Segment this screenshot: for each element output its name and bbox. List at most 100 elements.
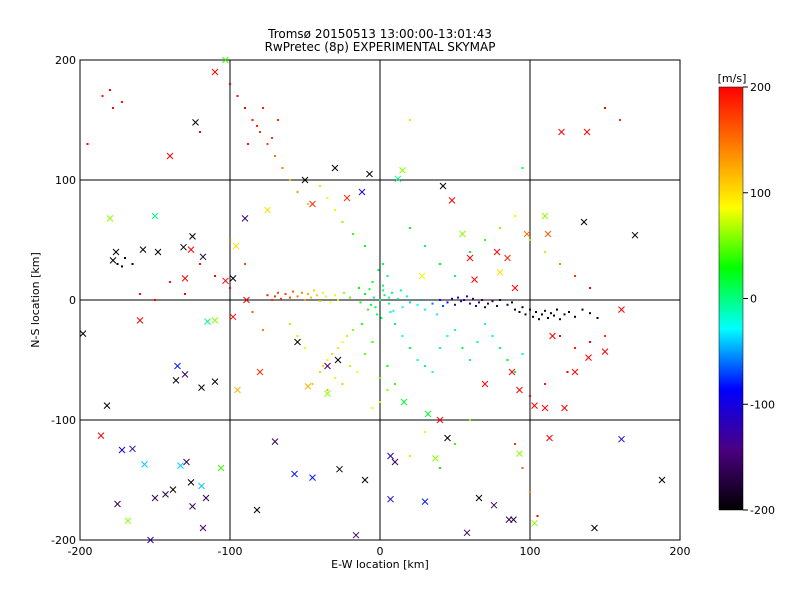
- data-point-cross: [516, 450, 523, 457]
- data-point-cross: [459, 230, 466, 238]
- data-point-cross: [343, 194, 351, 202]
- data-point-cross: [309, 200, 316, 208]
- data-point-dot: [266, 294, 269, 297]
- data-point-cross: [448, 197, 456, 204]
- x-tick-label: -100: [218, 545, 243, 558]
- data-point-dot: [244, 107, 246, 109]
- data-point-cross: [192, 119, 199, 126]
- data-point-dot: [368, 288, 371, 291]
- data-point-dot: [364, 245, 366, 247]
- data-point-cross: [180, 243, 187, 251]
- data-point-cross: [177, 462, 184, 469]
- data-point-dot: [352, 329, 354, 331]
- data-point-dot: [326, 359, 329, 361]
- colorbar-gradient: [718, 86, 744, 511]
- data-point-dot: [574, 275, 576, 277]
- data-point-dot: [169, 281, 171, 283]
- data-points: [79, 56, 666, 544]
- data-point-cross: [490, 501, 498, 509]
- data-point-dot: [154, 299, 156, 301]
- data-point-cross: [432, 455, 439, 462]
- data-point-cross: [444, 434, 451, 442]
- data-point-dot: [469, 302, 471, 305]
- data-point-cross: [324, 390, 331, 397]
- data-point-dot: [574, 315, 576, 318]
- data-point-dot: [116, 263, 119, 265]
- data-point-cross: [187, 246, 195, 253]
- data-point-cross: [324, 362, 331, 370]
- data-point-cross: [399, 167, 406, 174]
- data-point-dot: [325, 295, 327, 298]
- data-point-dot: [349, 365, 351, 367]
- data-point-dot: [391, 291, 393, 294]
- colorbar: [m/s] -200 -100 0 100 200: [718, 72, 775, 517]
- data-point-dot: [199, 263, 201, 265]
- data-point-dot: [416, 359, 419, 361]
- y-tick-label: -100: [51, 414, 76, 427]
- data-point-dot: [556, 308, 558, 311]
- data-point-dot: [364, 353, 366, 355]
- data-point-cross: [400, 398, 408, 406]
- data-point-cross: [436, 416, 444, 424]
- data-point-dot: [386, 365, 389, 367]
- data-point-cross: [174, 362, 181, 370]
- data-point-dot: [401, 335, 404, 337]
- data-point-dot: [319, 371, 321, 373]
- data-point-dot: [559, 318, 561, 321]
- data-point-dot: [460, 300, 462, 303]
- data-point-cross: [658, 476, 666, 484]
- data-point-cross: [109, 257, 117, 264]
- data-point-dot: [86, 143, 89, 145]
- data-point-dot: [389, 311, 392, 313]
- data-point-cross: [336, 465, 343, 473]
- data-point-dot: [589, 287, 591, 289]
- data-point-dot: [499, 299, 501, 301]
- data-point-dot: [109, 89, 111, 91]
- data-point-dot: [259, 131, 261, 133]
- data-point-cross: [331, 164, 339, 172]
- data-point-dot: [373, 296, 375, 299]
- data-point-cross: [361, 476, 369, 484]
- data-point-dot: [388, 302, 390, 305]
- data-point-cross: [558, 128, 565, 136]
- data-point-dot: [388, 296, 390, 299]
- data-point-dot: [380, 317, 383, 319]
- data-point-dot: [529, 395, 531, 397]
- data-point-dot: [424, 245, 426, 247]
- colorbar-tick-label: 0: [750, 293, 757, 306]
- data-point-dot: [547, 317, 549, 319]
- data-point-cross: [256, 368, 264, 376]
- data-point-cross: [580, 218, 588, 226]
- data-point-dot: [310, 296, 312, 299]
- data-point-dot: [244, 263, 246, 265]
- data-point-cross: [232, 242, 240, 250]
- data-point-dot: [409, 227, 411, 229]
- data-point-dot: [251, 311, 254, 313]
- data-point-dot: [529, 308, 531, 311]
- data-point-dot: [487, 302, 489, 305]
- data-point-dot: [311, 383, 314, 385]
- data-point-dot: [377, 269, 380, 271]
- data-point-cross: [510, 516, 517, 523]
- data-point-dot: [304, 347, 306, 349]
- data-point-cross: [541, 404, 549, 412]
- data-point-cross: [304, 383, 312, 390]
- data-point-dot: [439, 263, 441, 265]
- colorbar-tick-label: 200: [750, 81, 771, 94]
- data-point-dot: [392, 309, 395, 312]
- colorbar-tick-label: 100: [750, 187, 771, 200]
- data-point-cross: [618, 435, 625, 443]
- data-point-cross: [183, 458, 190, 466]
- data-point-cross: [211, 317, 219, 324]
- data-point-dot: [359, 301, 362, 304]
- data-point-cross: [531, 402, 538, 409]
- data-point-dot: [319, 300, 321, 303]
- data-point-cross: [471, 276, 478, 283]
- data-point-dot: [472, 297, 474, 300]
- x-tick-label: 0: [377, 545, 384, 558]
- data-point-cross: [421, 498, 429, 505]
- data-point-dot: [386, 275, 389, 277]
- data-point-dot: [301, 291, 303, 294]
- data-point-dot: [331, 353, 333, 355]
